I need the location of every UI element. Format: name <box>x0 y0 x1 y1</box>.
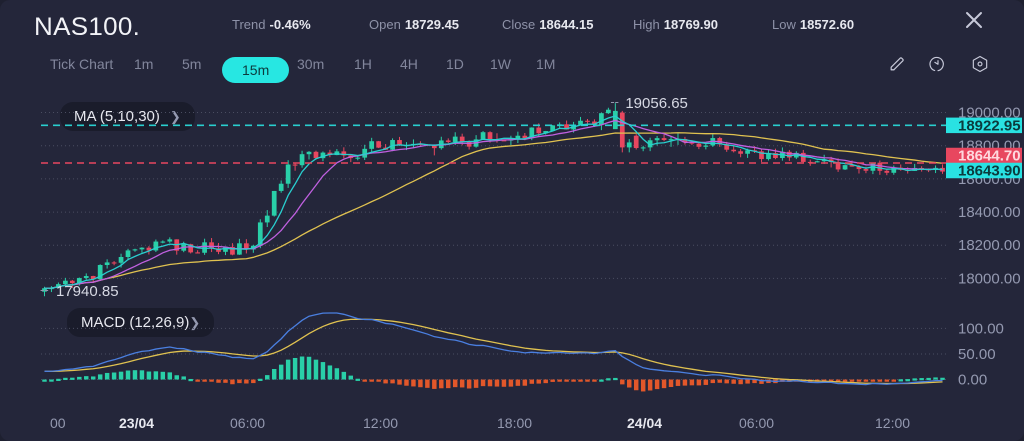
svg-text:06:00: 06:00 <box>739 415 774 431</box>
svg-text:18643.90: 18643.90 <box>958 163 1021 180</box>
svg-text:18000.00: 18000.00 <box>958 270 1021 287</box>
svg-text:50.00: 50.00 <box>958 346 996 363</box>
svg-text:06:00: 06:00 <box>230 415 265 431</box>
svg-text:24/04: 24/04 <box>627 415 662 431</box>
svg-text:00: 00 <box>50 415 66 431</box>
svg-text:18922.95: 18922.95 <box>958 117 1021 134</box>
svg-text:18:00: 18:00 <box>497 415 532 431</box>
svg-text:17940.85: 17940.85 <box>56 283 119 300</box>
svg-text:--: -- <box>610 94 619 109</box>
svg-text:18200.00: 18200.00 <box>958 237 1021 254</box>
svg-text:18400.00: 18400.00 <box>958 204 1021 221</box>
svg-text:23/04: 23/04 <box>119 415 154 431</box>
svg-text:19056.65: 19056.65 <box>625 95 688 112</box>
svg-text:12:00: 12:00 <box>875 415 910 431</box>
svg-text:0.00: 0.00 <box>958 372 987 389</box>
svg-text:--: -- <box>40 282 49 297</box>
svg-text:12:00: 12:00 <box>363 415 398 431</box>
svg-text:100.00: 100.00 <box>958 320 1004 337</box>
